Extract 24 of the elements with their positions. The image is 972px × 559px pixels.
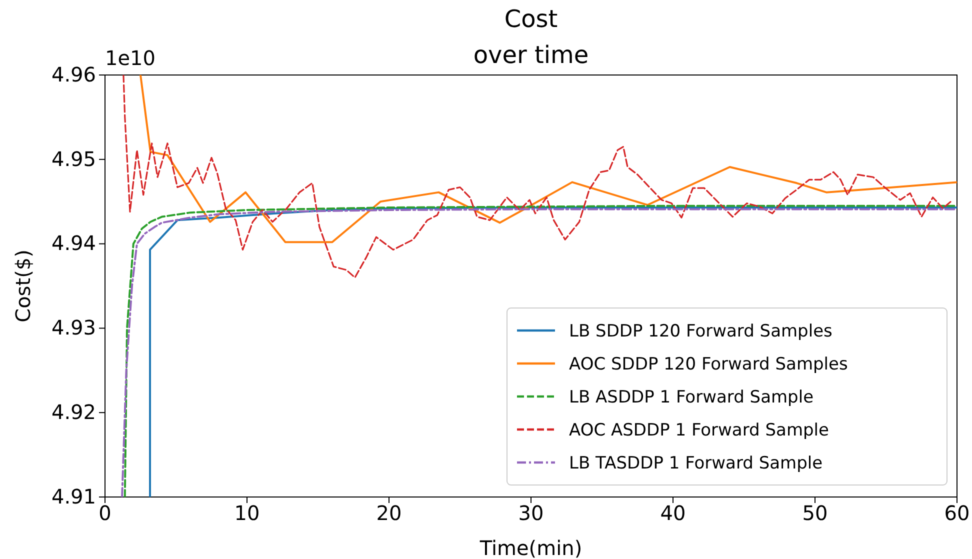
legend-label: AOC ASDDP 1 Forward Sample [569, 420, 829, 440]
x-tick-label: 50 [802, 501, 828, 526]
y-tick-label: 4.95 [51, 146, 96, 171]
line-series [122, 75, 954, 278]
x-axis-title: Time(min) [478, 536, 582, 559]
legend-label: LB TASDDP 1 Forward Sample [569, 454, 823, 474]
y-tick-label: 4.96 [51, 62, 96, 86]
legend-label: LB SDDP 120 Forward Samples [569, 322, 833, 342]
y-tick-label: 4.93 [51, 316, 96, 340]
x-tick-label: 40 [660, 501, 686, 526]
chart-title: Cost over time [473, 5, 589, 69]
legend-label: LB ASDDP 1 Forward Sample [569, 388, 814, 408]
y-tick-label: 4.92 [51, 400, 96, 424]
legend-label: AOC SDDP 120 Forward Samples [569, 354, 848, 374]
x-tick-label: 10 [234, 501, 260, 526]
x-tick-label: 0 [98, 501, 112, 526]
x-tick-label: 20 [376, 501, 402, 526]
line-series [140, 75, 957, 244]
y-tick-label: 4.91 [51, 484, 96, 508]
y-axis-title: Cost($) [11, 250, 35, 322]
x-tick-label: 30 [518, 501, 544, 526]
x-tick-label: 60 [944, 501, 970, 526]
y-tick-label: 4.94 [51, 231, 96, 256]
text: 1e10 [105, 46, 156, 70]
